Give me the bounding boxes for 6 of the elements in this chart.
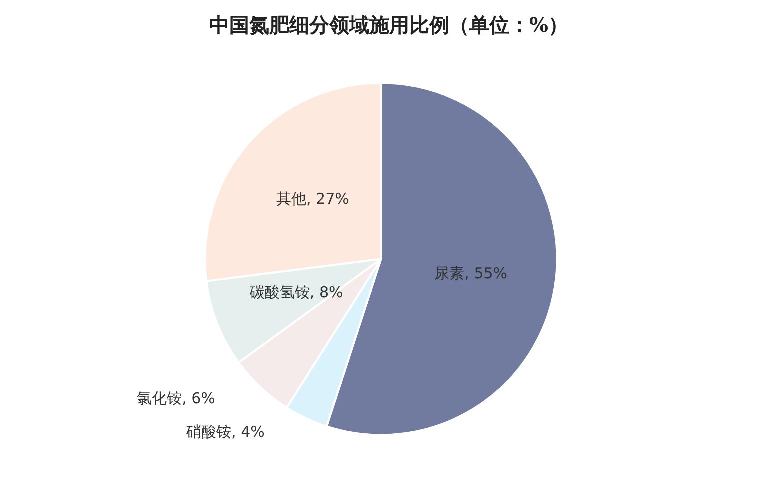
slice-label: 其他, 27% (276, 190, 350, 208)
slice-label: 碳酸氢铵, 8% (248, 284, 344, 302)
slice-label: 氯化铵, 6% (137, 389, 216, 408)
slice-label: 硝酸铵, 4% (186, 423, 265, 442)
slice-label: 尿素, 55% (434, 264, 508, 282)
chart-title: 中国氮肥细分领域施用比例（单位：%） (209, 13, 569, 37)
